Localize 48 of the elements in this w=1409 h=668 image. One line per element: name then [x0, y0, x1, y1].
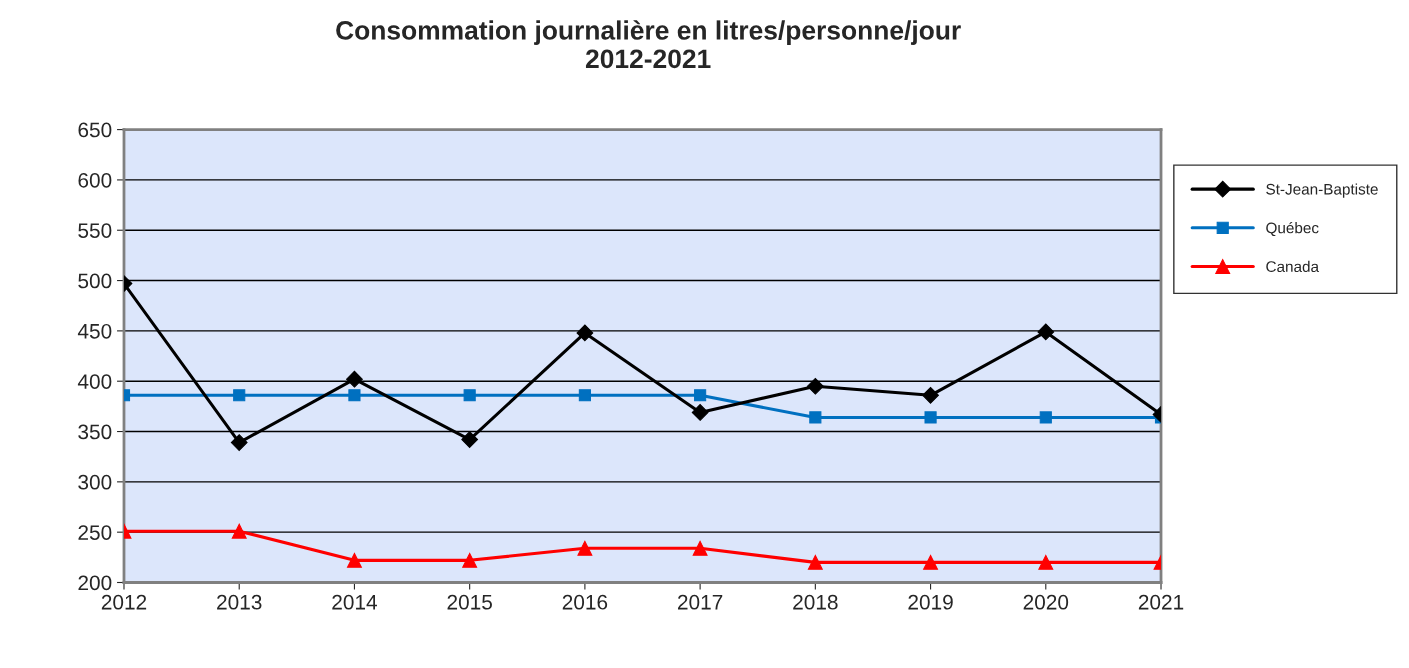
y-tick-label: 250 [78, 525, 112, 540]
chart-title: Consommation journalière en litres/personne/jour 2012-2021 [336, 20, 961, 69]
x-tick-label: 2016 [562, 594, 608, 610]
legend-label: St-Jean-Baptiste [1266, 183, 1378, 198]
point [348, 389, 361, 402]
point [230, 434, 248, 451]
y-tick-label: 450 [77, 323, 112, 339]
point [1039, 411, 1052, 424]
y-tick-label: 500 [78, 273, 112, 289]
point [346, 370, 363, 388]
x-tick-label: 2021 [1138, 594, 1184, 610]
x-tick-label: 2019 [908, 594, 953, 610]
x-tick-label: 2017 [677, 594, 723, 610]
point [692, 540, 708, 556]
y-tick-label: 400 [77, 374, 112, 389]
point [233, 389, 246, 402]
y-tick-label: 200 [78, 575, 112, 591]
y-tick-label: 350 [78, 424, 112, 440]
point [694, 389, 707, 402]
point [924, 411, 937, 424]
x-tick-label: 2015 [447, 594, 492, 610]
point [231, 523, 247, 539]
x-tick-label: 2012 [101, 594, 147, 610]
point [691, 404, 709, 421]
point [576, 324, 594, 342]
x-tick-label: 2018 [793, 594, 838, 610]
point [809, 411, 822, 424]
y-tick-label: 650 [78, 122, 112, 138]
point [463, 389, 476, 402]
x-tick-label: 2014 [332, 594, 378, 610]
x-tick-label: 2020 [1023, 594, 1069, 610]
legend-label: Canada [1266, 260, 1320, 273]
legend-label: Québec [1266, 221, 1319, 237]
point [1037, 323, 1055, 341]
point [922, 386, 939, 404]
y-tick-label: 300 [78, 474, 112, 490]
y-tick-label: 600 [78, 172, 112, 188]
y-tick-label: 550 [78, 223, 112, 238]
point [1038, 554, 1054, 570]
point [346, 552, 362, 568]
point [807, 554, 823, 570]
point [462, 552, 478, 568]
point [923, 554, 939, 570]
point [577, 540, 593, 556]
point [806, 377, 824, 395]
point [461, 431, 479, 448]
point [578, 389, 591, 402]
x-tick-label: 2013 [217, 594, 262, 610]
